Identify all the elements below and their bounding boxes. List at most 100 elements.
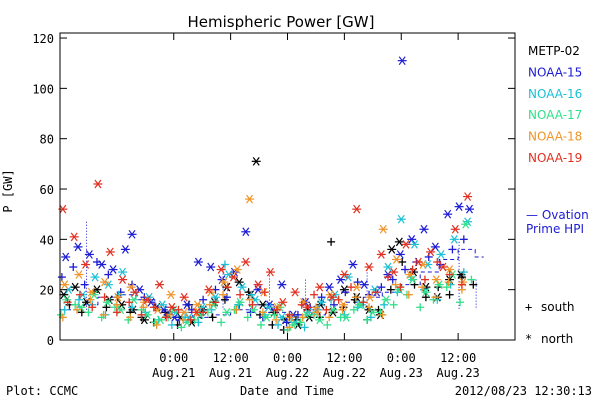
north-point [352, 204, 362, 214]
north-point [222, 307, 232, 317]
south-point [232, 305, 241, 314]
south-point [442, 283, 451, 292]
north-point [210, 292, 220, 302]
north-point [100, 277, 110, 287]
south-point [223, 283, 232, 292]
north-point [365, 292, 375, 302]
south-point [327, 237, 336, 246]
legend-entry: NOAA-19 [528, 151, 582, 165]
north-point [73, 242, 83, 252]
south-point [298, 313, 307, 322]
north-point [278, 297, 288, 307]
south-point [396, 283, 405, 292]
south-point [152, 320, 161, 329]
y-tick-label: 80 [40, 133, 54, 147]
north-point [179, 292, 189, 302]
legend-entry: NOAA-18 [528, 130, 582, 144]
north-point [378, 224, 388, 234]
marker-key-north-label: north [541, 332, 573, 346]
north-point [438, 262, 448, 272]
north-point [192, 307, 201, 317]
north-point [166, 290, 176, 300]
north-point [216, 265, 226, 274]
south-point [459, 268, 468, 277]
south-point [112, 308, 121, 317]
north-point [368, 307, 378, 317]
series-noaa-17 [56, 219, 476, 334]
south-point [433, 257, 442, 266]
north-point [120, 245, 130, 254]
north-point [277, 280, 287, 289]
north-point [408, 275, 418, 284]
north-point [228, 272, 238, 282]
south-point [408, 265, 417, 274]
x-tick-label-date: Aug.23 [436, 366, 479, 380]
north-point [445, 265, 455, 274]
north-point [401, 240, 411, 249]
south-point [467, 275, 476, 284]
plot-credit: Plot: CCMC [6, 384, 78, 398]
south-point [459, 235, 468, 244]
south-point [389, 300, 398, 309]
marker-key-south-symbol: + [525, 300, 532, 314]
x-tick-label-date: Aug.22 [266, 366, 309, 380]
north-point [105, 247, 115, 257]
north-point [450, 224, 460, 234]
north-point [381, 295, 391, 305]
north-point [389, 267, 399, 277]
north-point [253, 280, 263, 289]
south-point [300, 323, 309, 332]
south-point [236, 290, 245, 299]
y-tick-label: 120 [32, 32, 54, 46]
south-point [334, 295, 343, 304]
south-point [177, 323, 186, 332]
north-point [86, 287, 96, 297]
south-point [323, 320, 332, 329]
south-point [260, 288, 269, 297]
south-point [322, 305, 331, 314]
south-point [205, 300, 214, 309]
north-point [74, 270, 84, 279]
south-point [273, 305, 282, 314]
north-point [130, 287, 140, 297]
south-point [71, 300, 80, 309]
south-point [398, 257, 407, 266]
south-point [448, 245, 457, 254]
south-point [444, 278, 453, 287]
south-point [99, 310, 108, 319]
north-point [431, 275, 441, 284]
y-axis-label: P [GW] [1, 169, 15, 212]
north-point [327, 292, 337, 302]
south-point [63, 298, 72, 307]
south-point [325, 313, 334, 322]
north-point [61, 252, 71, 262]
north-point [248, 305, 258, 315]
north-point [324, 282, 334, 292]
north-point [434, 280, 444, 289]
south-point [179, 315, 188, 324]
south-point [456, 298, 465, 307]
north-point [157, 300, 167, 310]
north-point [315, 315, 325, 325]
south-point [296, 318, 305, 327]
north-point [430, 242, 440, 252]
north-point [465, 204, 474, 214]
north-point [182, 300, 192, 310]
south-point [285, 310, 294, 319]
north-point [235, 297, 245, 307]
north-point [364, 262, 374, 272]
south-point [359, 298, 368, 307]
legend-entry: NOAA-17 [528, 108, 582, 122]
series-noaa-19 [58, 179, 473, 324]
north-point [359, 280, 369, 289]
legend: METP-02 NOAA-15 NOAA-16 NOAA-17 NOAA-18 NOAA-… [525, 44, 589, 346]
north-point [192, 300, 202, 310]
north-point [405, 270, 415, 279]
north-point [232, 265, 242, 274]
south-point [404, 290, 413, 299]
series-noaa-15 [57, 56, 474, 327]
south-point [401, 265, 410, 274]
north-point [426, 247, 436, 257]
y-tick-label: 20 [40, 284, 54, 298]
north-point [264, 302, 274, 312]
